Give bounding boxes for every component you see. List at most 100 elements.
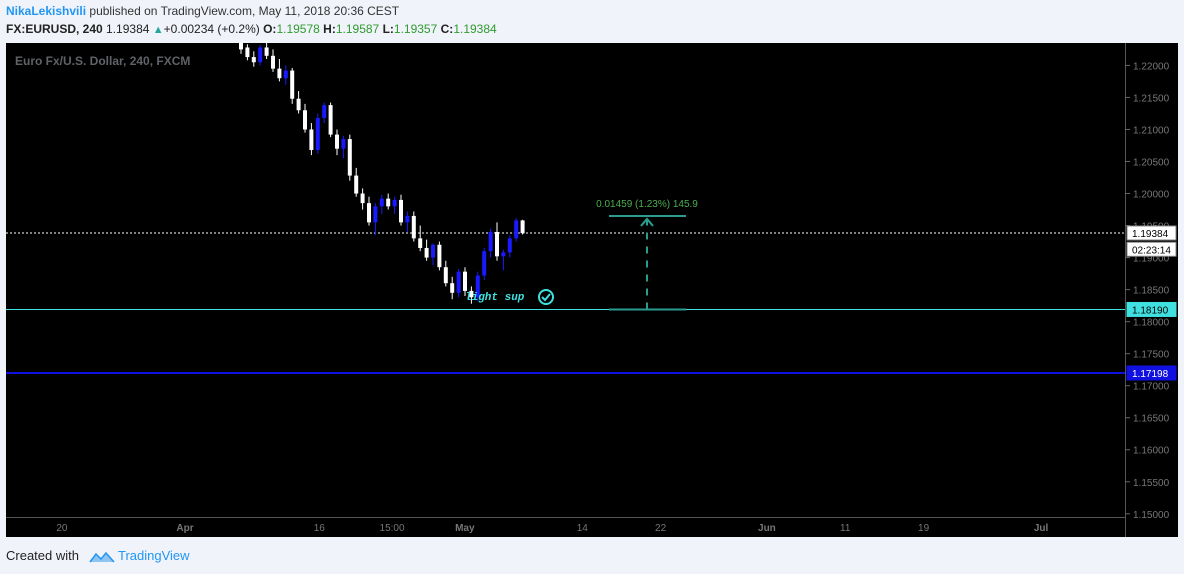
candle [341, 139, 346, 149]
y-tick-label: 1.15000 [1133, 510, 1170, 521]
candle [392, 199, 397, 207]
candle [495, 231, 499, 257]
low-value: 1.19357 [393, 22, 438, 36]
low-label: L: [382, 22, 394, 36]
candle [469, 290, 474, 298]
check-mark-icon [541, 293, 551, 302]
y-tick-label: 1.18000 [1133, 318, 1170, 329]
candle [258, 47, 263, 63]
candle [335, 134, 339, 149]
candle [271, 55, 275, 69]
high-value: 1.19587 [335, 22, 380, 36]
check-circle-icon [538, 289, 554, 306]
candle [418, 238, 423, 248]
candle [322, 105, 327, 118]
candle [475, 275, 480, 298]
candle [507, 238, 512, 253]
tradingview-brand-link[interactable]: TradingView [118, 548, 190, 563]
candle [411, 215, 416, 239]
price-label-box [1126, 365, 1177, 381]
up-arrow-icon: ▲ [152, 24, 164, 36]
x-tick-label: 20 [56, 523, 68, 534]
y-tick-label: 1.17500 [1133, 350, 1170, 361]
x-tick-label: Jul [1034, 523, 1049, 534]
candle [450, 283, 455, 293]
candle [424, 247, 429, 258]
y-tick-label: 1.19000 [1133, 254, 1170, 265]
price-label-box [1126, 241, 1177, 257]
candle [520, 220, 525, 234]
close-label: C: [440, 22, 454, 36]
x-tick-label: Apr [176, 523, 193, 534]
price-label: 02:23:14 [1132, 245, 1171, 256]
price-label: 1.19384 [1132, 229, 1169, 240]
publish-info: NikaLekishvili published on TradingView.… [6, 4, 399, 18]
author-link[interactable]: NikaLekishvili [6, 4, 87, 18]
price-label: 1.18190 [1132, 305, 1169, 316]
tradingview-logo-icon [89, 551, 115, 563]
candle [463, 271, 467, 291]
candle [264, 47, 269, 56]
symbol-label: FX:EURUSD, 240 [6, 22, 103, 36]
open-value: 1.19578 [276, 22, 320, 36]
symbol-bar: FX:EURUSD, 240 1.19384 ▲+0.00234 (+0.2%)… [6, 22, 497, 36]
y-tick-label: 1.17000 [1133, 382, 1170, 393]
candle [431, 244, 435, 258]
candle [251, 57, 256, 63]
measure-arrow-icon [640, 217, 654, 227]
y-tick-label: 1.16500 [1133, 414, 1170, 425]
price-change: +0.00234 (+0.2%) [163, 22, 260, 36]
candle [296, 98, 301, 111]
footer: Created with TradingView [6, 548, 190, 564]
candle [239, 43, 243, 50]
candle [386, 198, 391, 207]
x-tick-label: 14 [577, 523, 589, 534]
x-tick-label: 22 [655, 523, 667, 534]
close-value: 1.19384 [453, 22, 497, 36]
candle [367, 203, 371, 223]
created-with-text: Created with [6, 548, 79, 563]
x-tick-label: 16 [314, 523, 326, 534]
y-tick-label: 1.15500 [1133, 478, 1170, 489]
y-tick-label: 1.20000 [1133, 190, 1170, 201]
y-tick-label: 1.21500 [1133, 93, 1170, 104]
price-label: 1.17198 [1132, 369, 1169, 380]
x-tick-label: 19 [918, 523, 930, 534]
open-label: O: [263, 22, 277, 36]
x-tick-label: 11 [840, 523, 851, 534]
annotation-text: light sup [465, 292, 525, 304]
y-tick-label: 1.21000 [1133, 125, 1170, 136]
candle [514, 220, 519, 239]
candle [347, 139, 352, 176]
candle [328, 105, 333, 135]
candle [290, 70, 295, 99]
candle [303, 110, 307, 130]
high-label: H: [323, 22, 336, 36]
published-text: published on TradingView.com, May 11, 20… [89, 4, 400, 18]
candle [482, 251, 487, 276]
candle [456, 271, 461, 293]
candle [443, 267, 448, 284]
candle [501, 252, 506, 257]
price-label-box [1126, 301, 1177, 317]
x-tick-label: May [455, 523, 475, 534]
last-price: 1.19384 [106, 22, 150, 36]
candle [405, 215, 410, 223]
y-tick-label: 1.20500 [1133, 158, 1170, 169]
candle [309, 129, 314, 150]
candle [354, 175, 359, 194]
price-chart[interactable]: Euro Fx/U.S. Dollar, 240, FXCM 1.22000 1.… [6, 43, 1178, 537]
candle [283, 70, 288, 79]
candle [315, 117, 320, 150]
candle [488, 231, 493, 252]
y-tick-label: 1.16000 [1133, 446, 1170, 457]
chart-title: Euro Fx/U.S. Dollar, 240, FXCM [15, 54, 190, 68]
candle [360, 193, 365, 204]
y-tick-label: 1.18500 [1133, 286, 1170, 297]
price-label-box [1126, 225, 1177, 241]
x-tick-label: Jun [758, 523, 776, 534]
candle [245, 47, 250, 58]
candle [373, 206, 378, 223]
candle [277, 68, 282, 79]
candle [379, 198, 384, 207]
